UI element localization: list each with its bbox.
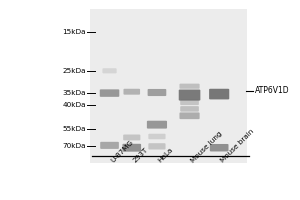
Text: HeLa: HeLa	[157, 147, 174, 164]
Text: 70kDa: 70kDa	[62, 143, 86, 149]
Text: ATP6V1D: ATP6V1D	[255, 86, 290, 95]
Text: 55kDa: 55kDa	[62, 126, 86, 132]
Text: 293T: 293T	[132, 147, 149, 164]
FancyBboxPatch shape	[124, 89, 140, 95]
FancyBboxPatch shape	[148, 134, 166, 139]
Text: Mouse lung: Mouse lung	[190, 131, 223, 164]
Text: 25kDa: 25kDa	[62, 68, 86, 74]
FancyBboxPatch shape	[148, 143, 166, 150]
FancyBboxPatch shape	[100, 142, 119, 149]
FancyBboxPatch shape	[148, 89, 166, 96]
FancyBboxPatch shape	[179, 112, 200, 119]
FancyBboxPatch shape	[210, 144, 229, 151]
FancyBboxPatch shape	[147, 121, 167, 129]
FancyBboxPatch shape	[209, 89, 229, 99]
FancyBboxPatch shape	[102, 68, 117, 73]
FancyBboxPatch shape	[90, 9, 247, 163]
FancyBboxPatch shape	[179, 84, 200, 89]
Text: 35kDa: 35kDa	[62, 90, 86, 96]
Text: U-87MG: U-87MG	[110, 139, 134, 164]
FancyBboxPatch shape	[179, 90, 200, 101]
Text: 40kDa: 40kDa	[62, 102, 86, 108]
Text: 15kDa: 15kDa	[62, 29, 86, 35]
FancyBboxPatch shape	[122, 144, 141, 152]
Text: Mouse brain: Mouse brain	[219, 129, 255, 164]
FancyBboxPatch shape	[180, 106, 199, 112]
FancyBboxPatch shape	[100, 89, 119, 97]
FancyBboxPatch shape	[123, 135, 140, 140]
FancyBboxPatch shape	[180, 100, 199, 105]
